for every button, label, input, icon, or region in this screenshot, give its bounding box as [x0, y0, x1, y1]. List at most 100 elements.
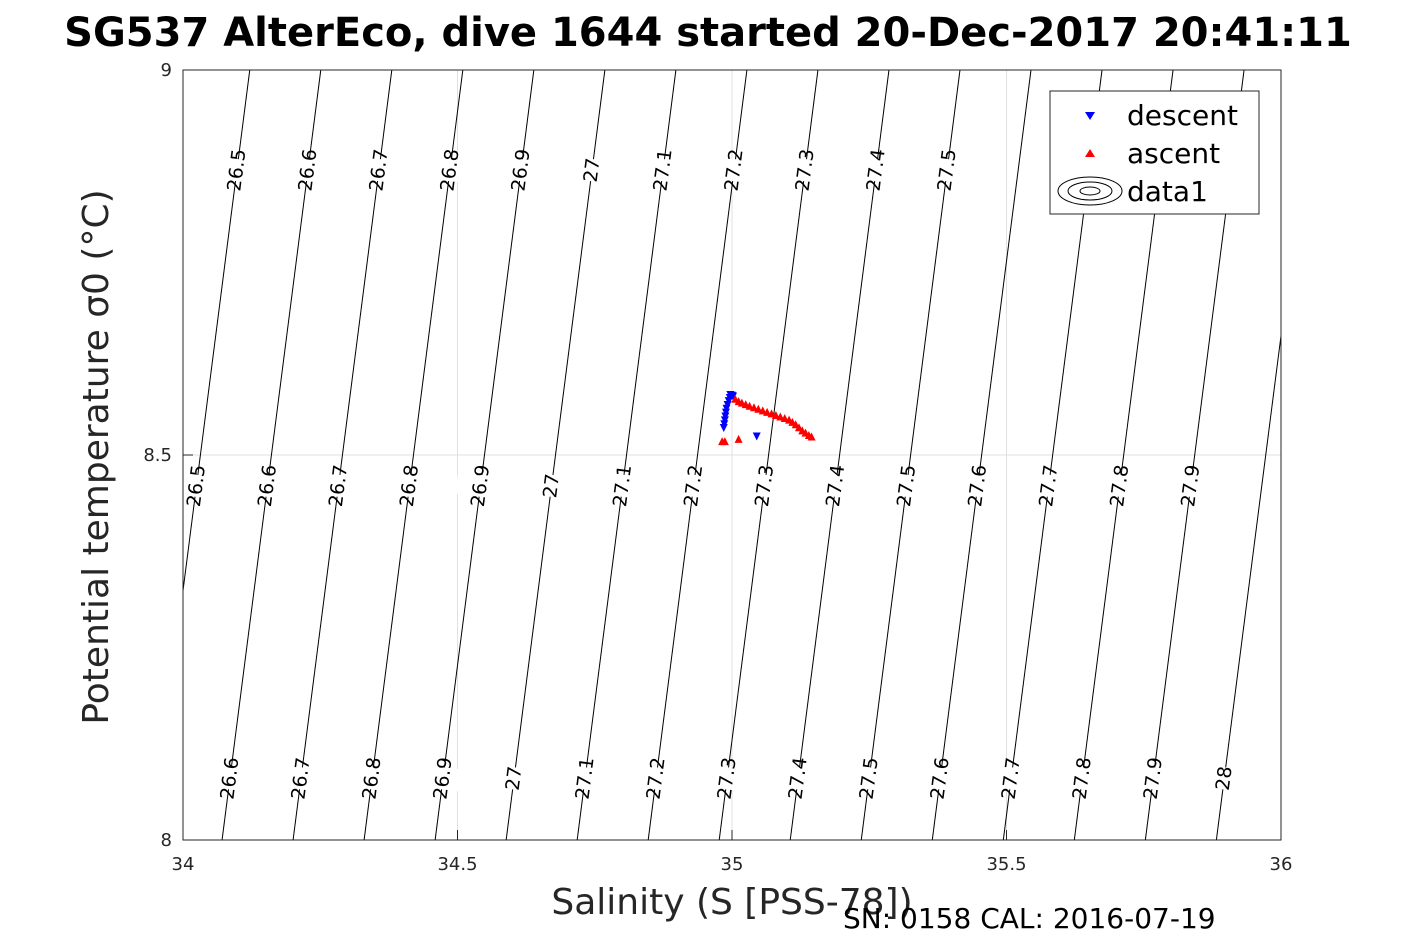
contour-label: 26.9: [429, 756, 456, 801]
contour-label-background: [1128, 764, 1179, 793]
isopycnal-line: [292, 69, 393, 841]
contour-label-background: [739, 471, 790, 500]
chart-title: SG537 AlterEco, dive 1644 started 20-Dec…: [64, 10, 1352, 56]
contour-label: 26.7: [365, 148, 392, 193]
contour-label-background: [275, 764, 327, 793]
contour-label-background: [1199, 764, 1250, 793]
x-tick-label: 36: [1270, 854, 1293, 875]
y-tick-label: 8.5: [143, 445, 172, 466]
descent-point: [721, 408, 730, 417]
isopycnal-line: [505, 69, 606, 841]
contour-label: 28: [1212, 765, 1237, 792]
contour-label: 26.8: [358, 756, 385, 801]
contour-label: 27: [580, 157, 605, 184]
isopycnal-line: [221, 69, 322, 841]
contour-label: 27.4: [822, 463, 849, 508]
ascent-point: [771, 410, 780, 419]
ascent-point: [745, 401, 754, 410]
ascent-point: [754, 404, 763, 413]
contour-label: 27.8: [1106, 463, 1133, 508]
isopycnal-line: [576, 69, 677, 841]
contour-label: 27.6: [964, 463, 991, 508]
isopycnal-line: [1215, 335, 1282, 841]
descent-point: [729, 392, 738, 401]
contour-label: 27.1: [609, 463, 636, 508]
legend-ascent-label: ascent: [1127, 137, 1220, 170]
contour-label-background: [637, 156, 689, 185]
contour-label: 27.2: [680, 463, 707, 508]
isopycnal-line: [434, 69, 535, 841]
legend: descent ascent data1: [1049, 90, 1260, 215]
contour-label-background: [242, 471, 293, 500]
ascent-point: [734, 434, 743, 443]
contour-label-background: [914, 764, 966, 793]
contour-label-background: [952, 471, 1003, 500]
contour-label-background: [526, 471, 577, 500]
contour-label: 26.7: [325, 463, 352, 508]
ascent-point: [758, 406, 767, 415]
descent-series: [719, 390, 761, 441]
x-axis-label: Salinity (S [PSS-78]): [551, 882, 912, 923]
contour-label-background: [353, 156, 405, 185]
x-tick-labels: 34 34.5 35 35.5 36: [172, 854, 1293, 875]
contour-label: 27.5: [856, 756, 883, 801]
contour-label: 27.8: [1069, 756, 1096, 801]
ascent-point: [776, 412, 785, 421]
legend-box: [1049, 90, 1260, 215]
contour-label-background: [313, 471, 364, 500]
contour-label-background: [630, 764, 682, 793]
contour-label-background: [985, 764, 1037, 793]
contour-label-background: [668, 471, 719, 500]
contour-label: 27.7: [1035, 463, 1062, 508]
contour-label-background: [1057, 764, 1108, 793]
contour-label: 26.8: [436, 148, 463, 193]
contour-label: 27.3: [714, 756, 741, 801]
contour-label-background: [1023, 471, 1074, 500]
contour-label-background: [566, 156, 618, 185]
contour-label-background: [495, 156, 547, 185]
ascent-point: [749, 403, 758, 412]
legend-descent-marker: [1085, 112, 1095, 120]
descent-point: [719, 424, 728, 433]
contour-label: 27.6: [927, 756, 954, 801]
contour-label: 27.1: [649, 148, 676, 193]
contour-label-background: [779, 156, 831, 185]
y-tick-label: 8: [161, 830, 172, 851]
contour-label-background: [843, 764, 895, 793]
isopycnal-line: [860, 69, 961, 841]
contour-label-background: [488, 764, 540, 793]
contour-label: 26.9: [467, 463, 494, 508]
contour-label: 27.4: [863, 148, 890, 193]
contour-label-background: [417, 764, 469, 793]
contour-label: 27.2: [642, 756, 669, 801]
legend-ascent-marker: [1085, 149, 1095, 157]
contour-label-background: [346, 764, 398, 793]
ascent-point: [807, 432, 816, 441]
contour-label-background: [597, 471, 648, 500]
contour-label-background: [559, 764, 611, 793]
descent-point: [752, 432, 761, 441]
contour-label-background: [850, 156, 902, 185]
contour-label: 26.6: [254, 463, 281, 508]
y-axis-label: Potential temperature σ0 (°C): [76, 189, 117, 724]
legend-contour-icon: [1057, 176, 1123, 206]
contour-label-background: [384, 471, 435, 500]
contour-label-background: [455, 471, 506, 500]
contour-label: 27: [539, 472, 564, 499]
contour-label: 27.9: [1140, 756, 1167, 801]
contour-label-background: [171, 471, 222, 500]
ascent-point: [780, 414, 789, 423]
ascent-point: [763, 407, 772, 416]
contour-label-background: [1165, 471, 1216, 500]
descent-point: [720, 416, 729, 425]
axis-ticks: [182, 69, 1282, 841]
contour-label-background: [810, 471, 861, 500]
contour-label: 27.3: [751, 463, 778, 508]
legend-descent-label: descent: [1127, 99, 1238, 132]
contour-label-background: [204, 764, 256, 793]
contour-label: 27.4: [785, 756, 812, 801]
contour-label: 27.3: [792, 148, 819, 193]
contour-label: 26.7: [287, 756, 314, 801]
calibration-footer: SN: 0158 CAL: 2016-07-19: [843, 902, 1216, 935]
